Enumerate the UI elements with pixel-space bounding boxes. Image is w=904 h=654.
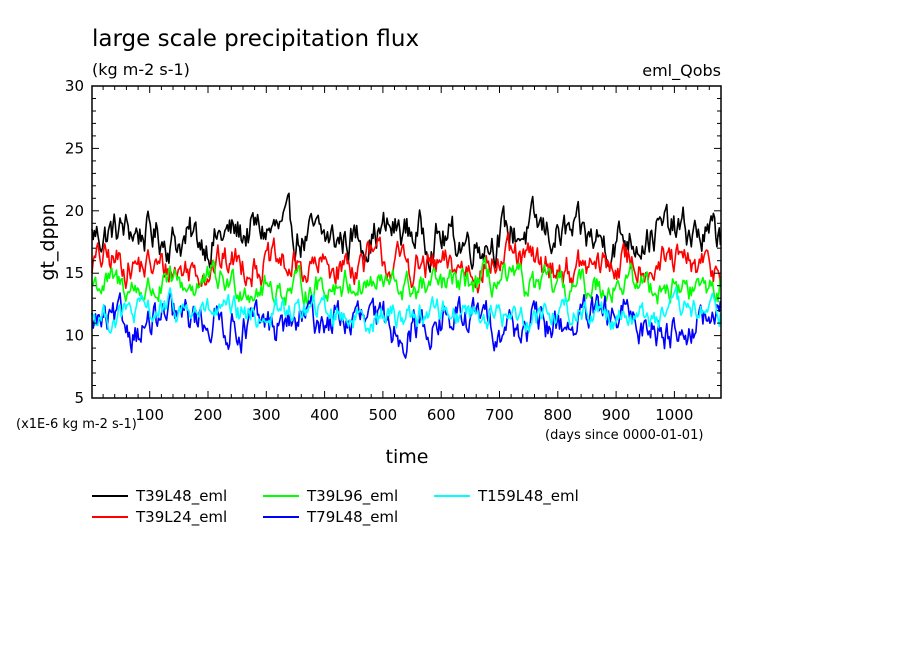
ticks-layer — [92, 85, 722, 399]
y-tick-label: 10 — [65, 327, 84, 345]
y-tick-labels: 5 10 15 20 25 30 — [65, 77, 84, 407]
legend-label: T79L48_eml — [306, 508, 398, 527]
x-tick-label: 700 — [485, 406, 514, 424]
legend-label: T39L96_eml — [306, 487, 398, 506]
y-tick-label: 5 — [74, 389, 84, 407]
series-line-T39L96_eml — [91, 256, 722, 308]
series-line-T39L48_eml — [91, 192, 722, 273]
series-line-T79L48_eml — [91, 292, 722, 359]
x-tick-label: 200 — [194, 406, 223, 424]
y-tick-label: 25 — [65, 139, 84, 157]
y-scale-note: (x1E-6 kg m-2 s-1) — [16, 417, 137, 432]
x-tick-label: 300 — [252, 406, 281, 424]
x-tick-labels: 100 200 300 400 500 600 700 800 900 1000 — [135, 406, 693, 424]
x-tick-label: 500 — [369, 406, 398, 424]
y-tick-label: 20 — [65, 202, 84, 220]
y-tick-label: 30 — [65, 77, 84, 95]
x-axis-label: time — [386, 446, 429, 468]
legend-label: T39L48_eml — [135, 487, 227, 506]
series-line-T159L48_eml — [91, 286, 722, 334]
series-line-T39L24_eml — [91, 231, 722, 294]
x-tick-label: 400 — [310, 406, 339, 424]
chart-units: (kg m-2 s-1) — [92, 60, 190, 79]
series-layer — [91, 192, 722, 359]
experiment-label: eml_Qobs — [642, 61, 721, 81]
x-tick-label: 600 — [427, 406, 456, 424]
x-tick-label: 900 — [602, 406, 631, 424]
legend-label: T159L48_eml — [477, 487, 579, 506]
y-tick-label: 15 — [65, 264, 84, 282]
legend-label: T39L24_eml — [135, 508, 227, 527]
x-tick-label: 100 — [135, 406, 164, 424]
legend: T39L48_eml T39L24_eml T39L96_eml T79L48_eml… — [92, 487, 579, 527]
x-tick-label: 1000 — [655, 406, 693, 424]
x-tick-label: 800 — [543, 406, 572, 424]
y-axis-label: gt_dppn — [37, 203, 59, 280]
x-units-label: (days since 0000-01-01) — [545, 428, 703, 443]
chart-title: large scale precipitation flux — [92, 26, 419, 52]
